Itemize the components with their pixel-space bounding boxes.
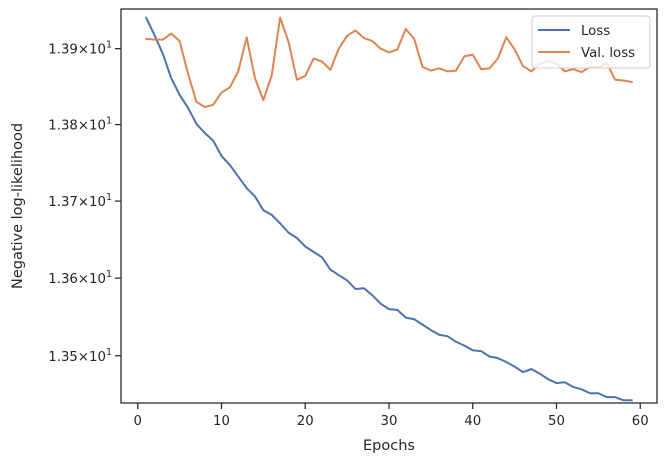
x-tick-label: 60 <box>632 414 649 429</box>
x-axis: 0 10 20 30 40 50 60 <box>134 403 649 429</box>
x-axis-label: Epochs <box>363 438 415 454</box>
plot-background <box>121 9 657 403</box>
y-tick-label: 1.35×101 <box>48 347 112 365</box>
y-tick-label: 1.37×101 <box>48 192 112 210</box>
legend-label-loss: Loss <box>581 24 610 39</box>
y-axis: 1.35×101 1.36×101 1.37×101 1.38×101 1.39×101 <box>48 40 121 365</box>
y-axis-label: Negative log-likelihood <box>10 123 26 289</box>
legend: Loss Val. loss <box>531 15 651 69</box>
y-tick-label: 1.36×101 <box>48 269 112 287</box>
x-tick-label: 30 <box>381 414 398 429</box>
y-tick-label: 1.38×101 <box>48 116 112 134</box>
series-line-loss <box>145 16 633 402</box>
y-tick-label: 1.39×101 <box>48 40 112 58</box>
legend-label-val-loss: Val. loss <box>581 46 635 61</box>
x-tick-label: 20 <box>297 414 314 429</box>
plot-frame <box>120 8 658 404</box>
x-tick-label: 40 <box>464 414 481 429</box>
x-tick-label: 50 <box>548 414 565 429</box>
x-tick-label: 10 <box>213 414 230 429</box>
x-tick-label: 0 <box>134 414 142 429</box>
